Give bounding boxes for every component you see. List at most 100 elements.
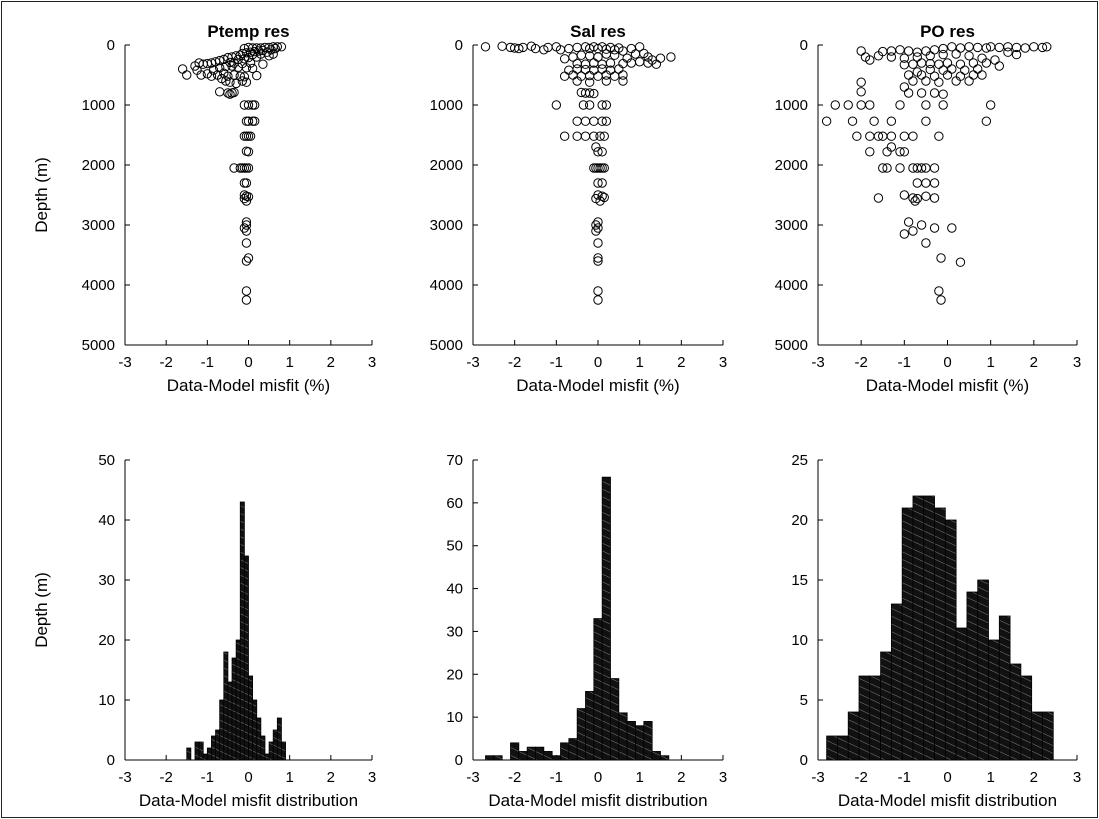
data-point bbox=[994, 61, 1004, 71]
data-point bbox=[955, 71, 966, 81]
data-point bbox=[865, 147, 875, 157]
data-point bbox=[241, 226, 252, 236]
y-tick-label: 50 bbox=[98, 452, 115, 469]
data-point bbox=[929, 193, 940, 203]
histogram-bar bbox=[601, 476, 611, 761]
data-point bbox=[597, 178, 607, 188]
x-tick-label: -2 bbox=[854, 354, 867, 371]
data-point bbox=[593, 217, 603, 227]
data-point bbox=[1003, 47, 1013, 57]
data-point bbox=[873, 51, 884, 61]
data-point bbox=[925, 64, 935, 75]
histogram-bar bbox=[248, 675, 254, 761]
data-point bbox=[903, 217, 914, 227]
data-point bbox=[899, 190, 910, 200]
x-tick-label: 2 bbox=[677, 769, 685, 786]
data-point bbox=[899, 229, 910, 239]
data-point bbox=[908, 59, 918, 69]
histogram-bar bbox=[643, 721, 653, 761]
data-point bbox=[601, 49, 612, 59]
data-point bbox=[177, 64, 188, 74]
data-point bbox=[912, 47, 922, 57]
y-tick-label: 0 bbox=[800, 752, 808, 769]
x-tick-label: -2 bbox=[854, 769, 867, 786]
histogram-bar bbox=[934, 507, 946, 761]
data-point bbox=[591, 142, 601, 152]
data-point bbox=[593, 178, 603, 188]
y-tick-label: 4000 bbox=[430, 277, 463, 294]
data-point bbox=[977, 53, 987, 63]
y-tick-label: 10 bbox=[98, 692, 115, 709]
histogram-bar bbox=[635, 725, 645, 761]
data-point bbox=[223, 52, 233, 63]
histogram-bar bbox=[1009, 663, 1022, 761]
y-tick-label: 30 bbox=[446, 623, 463, 640]
x-tick-label: -3 bbox=[466, 354, 479, 371]
x-tick-label: 0 bbox=[594, 354, 602, 371]
data-point bbox=[936, 253, 946, 263]
data-point bbox=[576, 50, 587, 60]
histogram-bar bbox=[998, 615, 1011, 761]
histogram-bar bbox=[268, 741, 274, 761]
data-point bbox=[597, 191, 607, 201]
histogram-bar bbox=[1042, 711, 1054, 761]
histogram-bar bbox=[923, 495, 935, 761]
data-point bbox=[921, 46, 931, 56]
data-point bbox=[580, 131, 591, 141]
x-axis-label: Data-Model misfit (%) bbox=[866, 376, 1029, 395]
x-tick-label: -3 bbox=[118, 354, 131, 371]
x-tick-label: 0 bbox=[943, 769, 951, 786]
data-point bbox=[264, 51, 274, 61]
data-point bbox=[618, 76, 628, 86]
data-point bbox=[856, 87, 866, 97]
histogram-bar bbox=[264, 753, 270, 761]
data-point bbox=[895, 163, 905, 173]
y-tick-label: 20 bbox=[98, 632, 115, 649]
x-tick-label: 2 bbox=[327, 769, 335, 786]
histogram-bar bbox=[526, 746, 536, 761]
x-tick-label: 0 bbox=[244, 354, 252, 371]
y-tick-label: 25 bbox=[791, 452, 808, 469]
data-point bbox=[595, 131, 605, 141]
histogram-bar bbox=[944, 519, 957, 761]
data-point bbox=[929, 163, 940, 173]
data-point bbox=[985, 42, 996, 52]
histogram-bar bbox=[510, 742, 520, 761]
data-point bbox=[977, 70, 987, 80]
data-point bbox=[609, 50, 620, 60]
data-point bbox=[243, 147, 254, 157]
data-point bbox=[843, 100, 853, 110]
data-point bbox=[873, 193, 884, 203]
histogram-bar bbox=[256, 717, 262, 761]
x-tick-label: -2 bbox=[508, 769, 521, 786]
panel-3: -3 -2 -1 0 1 2 3 0 1000 2000 3000 4000 5000 PO res Dat… bbox=[775, 22, 1082, 395]
data-point bbox=[599, 163, 609, 173]
data-point bbox=[239, 190, 250, 200]
data-point bbox=[938, 100, 948, 110]
data-point bbox=[921, 178, 931, 188]
data-point bbox=[895, 45, 905, 55]
histogram-bar bbox=[651, 751, 661, 761]
data-point bbox=[572, 76, 582, 86]
x-tick-label: -2 bbox=[159, 769, 172, 786]
histogram-bar bbox=[215, 729, 221, 761]
histogram-bar bbox=[560, 742, 570, 761]
data-point bbox=[964, 76, 974, 86]
y-axis-label: Depth (m) bbox=[32, 157, 51, 233]
data-point bbox=[921, 76, 931, 86]
data-point bbox=[593, 147, 603, 157]
data-point bbox=[239, 193, 250, 204]
data-point bbox=[572, 131, 582, 141]
data-point bbox=[985, 100, 996, 110]
x-tick-label: 3 bbox=[719, 354, 727, 371]
data-point bbox=[929, 88, 940, 98]
data-point bbox=[206, 71, 217, 81]
x-tick-label: 1 bbox=[635, 354, 643, 371]
data-point bbox=[609, 71, 620, 81]
data-point bbox=[593, 253, 603, 263]
data-point bbox=[589, 88, 599, 99]
data-point bbox=[241, 48, 252, 58]
histogram-bar bbox=[239, 501, 245, 761]
